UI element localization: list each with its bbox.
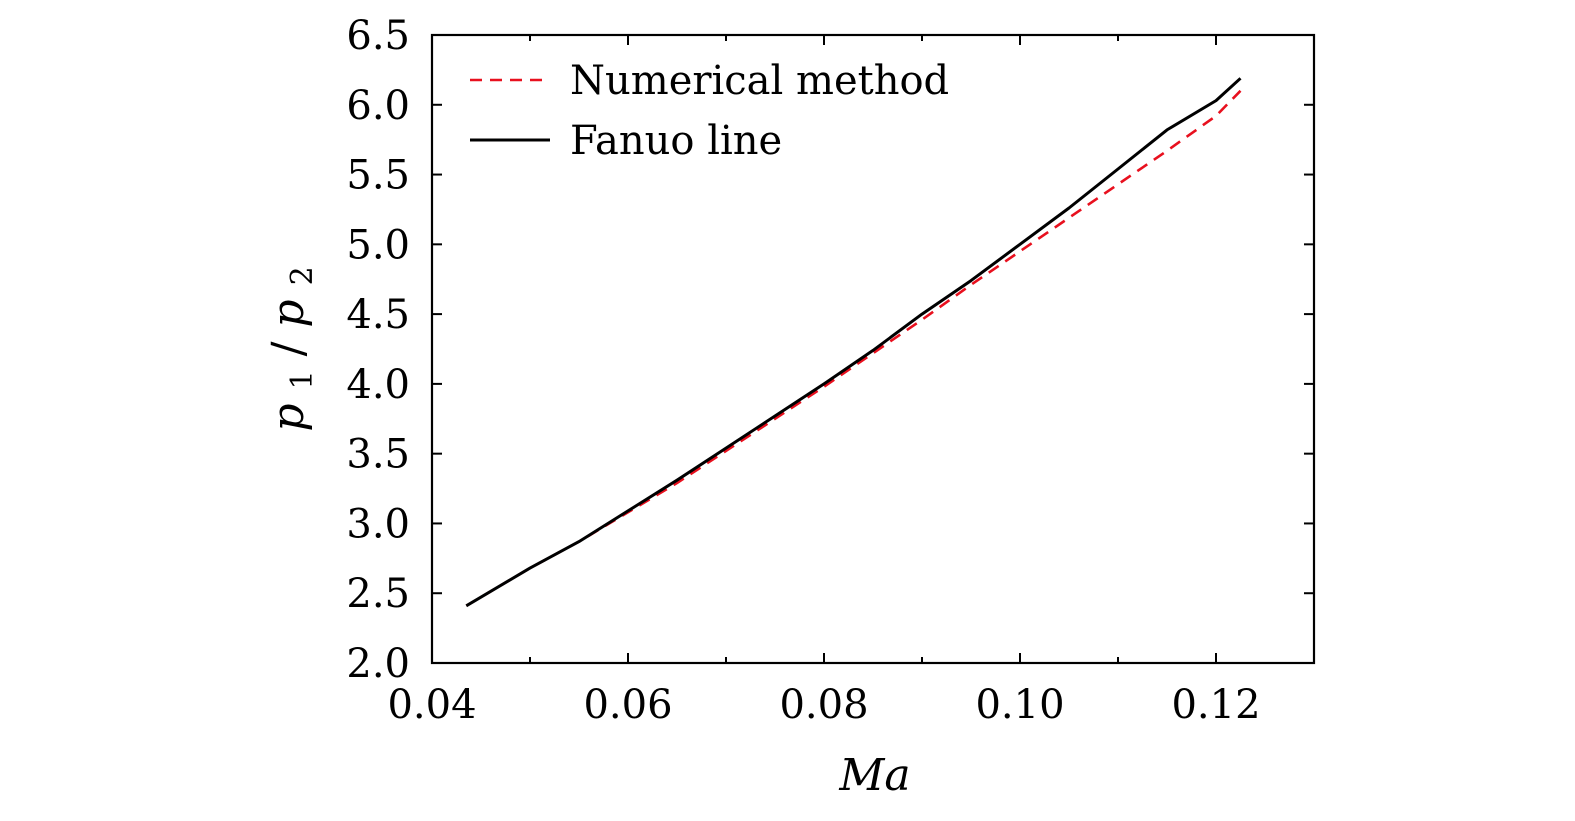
x-tick-label: 0.06 (583, 682, 672, 728)
plot-frame (430, 33, 1316, 665)
x-tick-label: 0.08 (779, 682, 868, 728)
series-lines (465, 77, 1242, 608)
series-line-fanuo-line (465, 77, 1242, 608)
y-axis-title-sub-1: 1 (285, 370, 320, 389)
legend: Numerical method Fanuo line (470, 58, 949, 164)
y-axis-title-sub-2: 2 (285, 266, 320, 285)
y-tick-label: 3.5 (346, 432, 410, 478)
x-tick-label: 0.12 (1171, 682, 1260, 728)
y-tick-label: 6.5 (346, 13, 410, 59)
y-axis-title: p 1 / p 2 (263, 266, 323, 431)
y-tick-label: 2.5 (346, 571, 410, 617)
y-tick-label: 5.5 (346, 153, 410, 199)
y-tick-label: 3.0 (346, 501, 410, 547)
legend-label: Fanuo line (570, 118, 782, 164)
y-tick-label: 4.0 (346, 362, 410, 408)
y-tick-label: 2.0 (346, 641, 410, 687)
x-tick-label: 0.10 (975, 682, 1064, 728)
legend-label: Numerical method (570, 58, 949, 104)
axis-ticks: 0.04 0.06 0.08 0.10 0.12 2.0 2.5 3.0 3.5 4.0 4.5 5.… (346, 13, 1314, 728)
y-axis-title-base-2: p (263, 299, 314, 327)
y-axis-title-base-1: p (263, 404, 314, 432)
y-axis-title-slash: / (263, 341, 314, 356)
y-tick-label: 4.5 (346, 292, 410, 338)
x-tick-label: 0.04 (387, 682, 476, 728)
y-tick-label: 5.0 (346, 222, 410, 268)
x-axis-title: Ma (838, 750, 910, 801)
series-line-numerical-method (465, 89, 1242, 607)
axis-labels: Ma p 1 / p 2 (263, 266, 911, 801)
y-tick-label: 6.0 (346, 83, 410, 129)
plot-area (430, 33, 1316, 665)
